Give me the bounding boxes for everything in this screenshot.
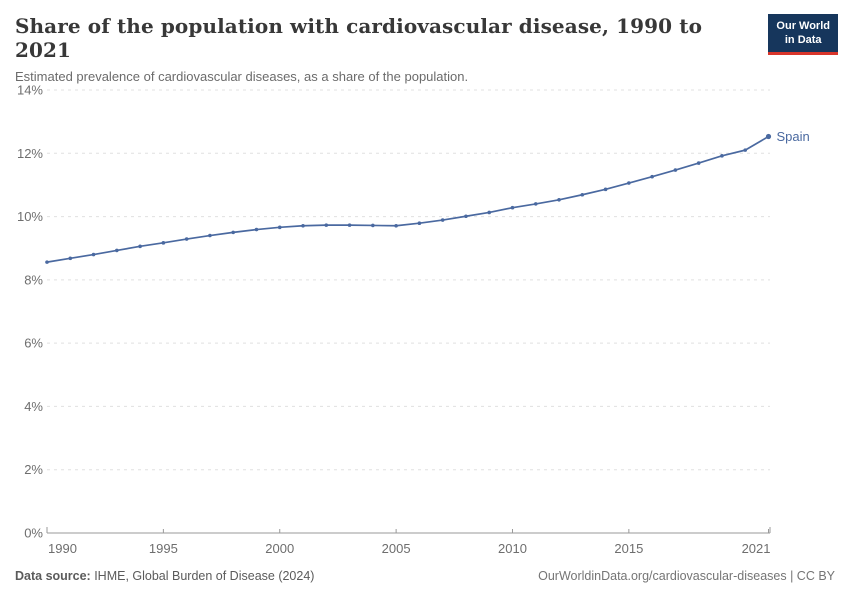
x-tick-label: 1995 [149, 541, 178, 556]
data-point[interactable] [371, 223, 375, 228]
data-point[interactable] [673, 168, 678, 172]
data-point[interactable] [394, 223, 398, 228]
data-point[interactable] [510, 205, 515, 210]
y-tick-label: 12% [17, 146, 43, 161]
y-tick-label: 0% [24, 526, 43, 541]
data-point[interactable] [45, 260, 49, 264]
owid-logo-line2: in Data [784, 34, 822, 47]
y-tick-label: 10% [17, 209, 43, 224]
page-subtitle: Estimated prevalence of cardiovascular d… [15, 69, 469, 84]
data-point[interactable] [184, 237, 189, 241]
data-source-text: IHME, Global Burden of Disease (2024) [90, 569, 315, 583]
data-point[interactable] [603, 187, 608, 192]
data-point[interactable] [254, 227, 259, 232]
data-point[interactable] [440, 218, 445, 222]
data-point[interactable] [487, 210, 492, 215]
data-point[interactable] [115, 248, 119, 253]
owid-logo-line1: Our World [776, 20, 830, 32]
data-point[interactable] [277, 225, 282, 230]
data-point[interactable] [557, 198, 561, 202]
data-point[interactable] [696, 161, 701, 165]
x-tick-label: 2021 [742, 541, 771, 556]
data-source-note: Data source: IHME, Global Burden of Dise… [15, 569, 314, 583]
data-point[interactable] [464, 214, 468, 219]
data-point[interactable] [138, 244, 142, 249]
y-tick-label: 2% [24, 462, 43, 477]
data-point[interactable] [91, 252, 96, 257]
credit-link[interactable]: OurWorldinData.org/cardiovascular-diseas… [538, 569, 835, 583]
data-point[interactable] [231, 230, 235, 235]
data-point[interactable] [743, 148, 748, 152]
data-point[interactable] [765, 133, 772, 140]
data-point[interactable] [650, 174, 654, 179]
data-point[interactable] [580, 192, 585, 197]
data-point[interactable] [161, 241, 166, 245]
x-tick-label: 2015 [614, 541, 643, 556]
trend-line-spain[interactable] [46, 135, 770, 263]
x-tick-label: 2000 [265, 541, 294, 556]
chart-header: Share of the population with cardiovascu… [15, 14, 838, 84]
data-point[interactable] [533, 202, 538, 206]
x-tick-label: 2005 [382, 541, 411, 556]
data-source-label: Data source: [15, 569, 91, 583]
data-point[interactable] [347, 223, 352, 227]
data-point[interactable] [208, 233, 212, 238]
data-point[interactable] [68, 256, 73, 261]
y-tick-label: 8% [24, 272, 43, 287]
data-point[interactable] [720, 154, 724, 158]
y-tick-label: 6% [24, 336, 43, 351]
data-point[interactable] [627, 181, 631, 185]
page-title: Share of the population with cardiovascu… [15, 14, 703, 62]
x-tick-label: 1990 [48, 541, 77, 556]
y-tick-label: 14% [17, 83, 43, 98]
data-point[interactable] [417, 221, 422, 226]
data-point[interactable] [324, 223, 329, 227]
owid-logo[interactable]: Our World in Data [768, 14, 838, 55]
chart-footer: Data source: IHME, Global Burden of Dise… [15, 569, 835, 583]
x-tick-label: 2010 [498, 541, 527, 556]
series-label-spain[interactable]: Spain [777, 129, 810, 144]
y-tick-label: 4% [24, 399, 43, 414]
title-block: Share of the population with cardiovascu… [15, 14, 755, 84]
data-point[interactable] [301, 223, 305, 228]
